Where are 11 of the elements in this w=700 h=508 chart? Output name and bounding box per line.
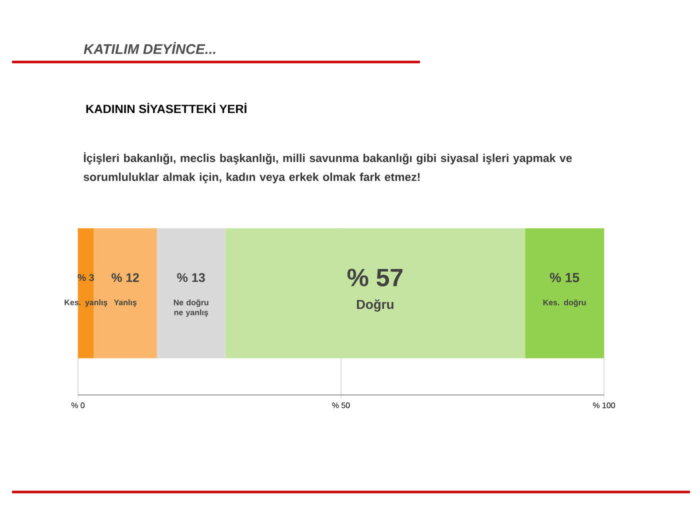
- data-label: % 57: [347, 268, 402, 286]
- text: KATILIM DEYİNCE...: [84, 42, 216, 54]
- data-label: % 13: [177, 273, 205, 282]
- series-label: Doğru: [356, 299, 394, 312]
- bar: [225, 228, 526, 358]
- data-label: % 15: [550, 272, 580, 282]
- chart-title: KADININ SİYASETTEKİ YERİ: [86, 102, 246, 114]
- bar: [156, 228, 226, 358]
- data-label: % 12: [112, 273, 139, 282]
- chart-subtitle: İçişleri bakanlığı, meclis başkanlığı, milli savunma bakanlığı gibi siyasal işleri yapmak ve sorumluluklar almak için, kadın veya erkek olmak fark etmez!: [84, 152, 572, 184]
- bar: [525, 228, 604, 358]
